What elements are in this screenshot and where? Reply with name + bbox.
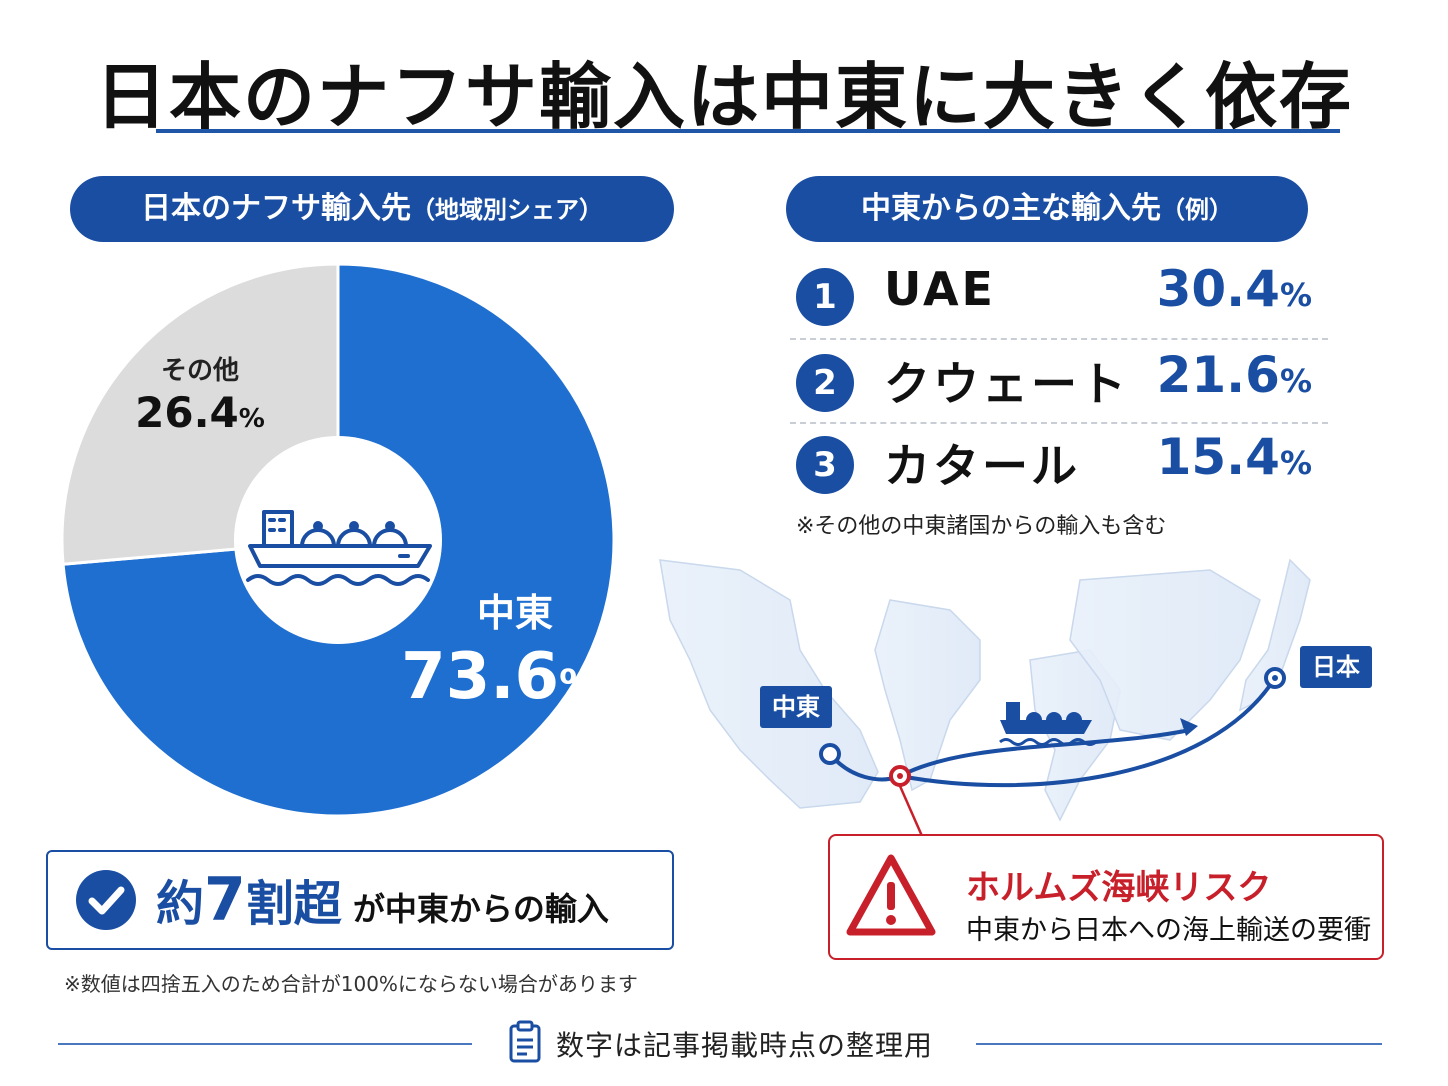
risk-title: ホルムズ海峡リスク: [966, 868, 1272, 908]
rank-country-name: UAE: [884, 262, 996, 316]
map-label-middle-east: 中東: [760, 686, 832, 728]
footnote: ※数値は四捨五入のため合計が100%にならない場合があります: [64, 972, 638, 996]
callout-rest: が中東からの輸入: [352, 890, 609, 928]
shipping-route-arrowhead: [1180, 718, 1198, 736]
tanker-ship-icon: [246, 510, 432, 586]
page-title: 日本のナフサ輸入は中東に大きく依存: [94, 55, 1353, 139]
risk-subtitle: 中東から日本への海上輸送の要衝: [966, 915, 1371, 946]
right-heading-suffix: （例）: [1161, 196, 1233, 224]
right-heading-text: 中東からの主な輸入先: [861, 191, 1161, 226]
risk-box: [828, 834, 1384, 960]
callout-suffix: 割超: [245, 876, 342, 932]
rank-badge: 3: [796, 436, 854, 494]
slice-label-other-value: 26.4%: [110, 388, 290, 437]
clipboard-icon: [509, 1020, 541, 1063]
rank-row: 2 クウェート 21.6%: [796, 346, 1326, 426]
route-to-japan: [899, 676, 1277, 788]
left-heading-text: 日本のナフサ輸入先: [141, 191, 411, 226]
rank-value-unit: %: [1279, 276, 1312, 314]
rank-country-name: クウェート: [884, 357, 1129, 411]
land-japan: [1238, 558, 1311, 712]
rank-value-number: 30.4: [1156, 260, 1280, 318]
callout-number: 7: [204, 865, 246, 935]
divider: [790, 338, 1328, 340]
hormuz-leader-line: [898, 785, 924, 837]
summary-callout: [46, 850, 674, 950]
land-middle-east: [659, 559, 879, 809]
bottom-note: 数字は記事掲載時点の整理用: [556, 1029, 934, 1062]
rank-country-name: カタール: [884, 439, 1080, 493]
slice-label-middle-east-value: 73.6%: [380, 640, 620, 714]
callout-prefix: 約: [156, 876, 205, 932]
title-underline: [156, 129, 1340, 133]
bottom-rule-left: [58, 1043, 472, 1045]
slice-label-other-name: その他: [160, 356, 239, 386]
rank-share-value: 30.4%: [1157, 260, 1312, 318]
rank-share-value: 21.6%: [1157, 346, 1312, 404]
rank-badge: 2: [796, 354, 854, 412]
land-china: [1069, 569, 1261, 741]
slice-middle-east-value: 73.6: [401, 640, 560, 714]
right-panel-heading: 中東からの主な輸入先（例）: [786, 176, 1308, 242]
rank-row: 3 カタール 15.4%: [796, 428, 1326, 508]
origin-marker: [819, 743, 841, 765]
rank-share-value: 15.4%: [1157, 428, 1312, 486]
land-india: [874, 599, 981, 792]
rank-badge: 1: [796, 268, 854, 326]
check-circle-icon: [76, 870, 136, 930]
left-heading-suffix: （地域別シェア）: [411, 196, 603, 224]
slice-label-middle-east-name: 中東: [476, 591, 553, 635]
route-map: [659, 558, 1311, 837]
slice-other-unit: %: [238, 404, 265, 434]
rank-value-unit: %: [1279, 362, 1312, 400]
donut-chart: [60, 262, 616, 818]
tanker-ship-icon: [999, 702, 1097, 746]
divider: [790, 422, 1328, 424]
warning-triangle-icon: [846, 854, 936, 936]
list-note: ※その他の中東諸国からの輸入も含む: [796, 514, 1167, 539]
left-panel-heading: 日本のナフサ輸入先（地域別シェア）: [70, 176, 674, 242]
summary-callout-text: 約7割超 が中東からの輸入: [156, 856, 609, 953]
rank-row: 1 UAE 30.4%: [796, 260, 1326, 340]
rank-value-unit: %: [1279, 444, 1312, 482]
shipping-route: [828, 728, 1191, 782]
slice-middle-east-unit: %: [559, 662, 599, 708]
slice-other-value: 26.4: [135, 388, 239, 437]
rank-value-number: 21.6: [1156, 346, 1280, 404]
map-label-japan: 日本: [1300, 646, 1372, 688]
rank-value-number: 15.4: [1156, 428, 1280, 486]
bottom-rule-right: [976, 1043, 1382, 1045]
